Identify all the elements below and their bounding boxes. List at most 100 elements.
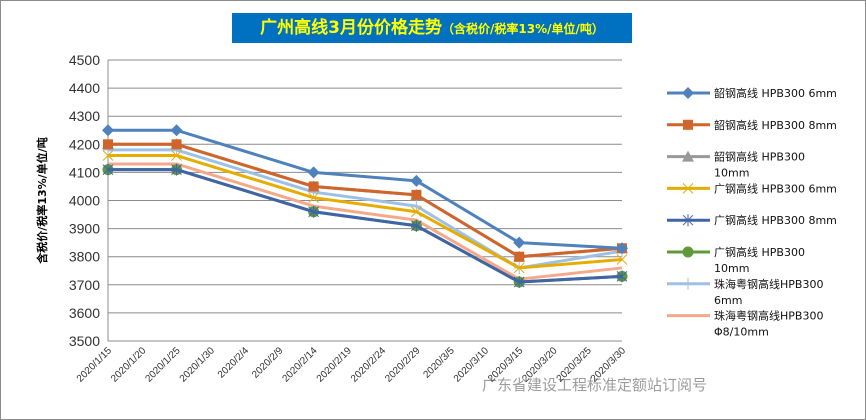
data-point — [513, 262, 525, 274]
legend-label: 10mm — [714, 167, 749, 180]
diamond-marker — [513, 236, 526, 249]
data-point — [513, 275, 525, 288]
x-tick-label: 2020/3/5 — [421, 345, 457, 381]
x-tick-label: 2020/1/20 — [109, 345, 149, 385]
y-tick-label: 3800 — [69, 249, 100, 265]
data-point — [616, 242, 628, 255]
legend-marker — [682, 214, 694, 227]
data-point — [411, 189, 422, 200]
diamond-marker — [307, 166, 320, 179]
legend-marker — [682, 150, 694, 162]
x-tick-label: 2020/2/19 — [315, 345, 355, 385]
diamond-marker — [170, 124, 183, 137]
data-point — [170, 124, 183, 137]
series-line-5 — [108, 168, 623, 284]
legend-label: Φ8/10mm — [714, 326, 769, 339]
data-point — [411, 219, 422, 232]
legend-item-5: 广钢高线 HPB300 8mm — [667, 213, 837, 227]
square-marker — [308, 181, 319, 192]
circle-marker — [682, 246, 694, 258]
series-line-4 — [108, 154, 623, 270]
data-point — [308, 205, 319, 218]
legend-item-1: 韶钢高线 HPB300 6mm — [667, 86, 837, 100]
y-axis-label: 含税价/税率13%/单位/吨 — [35, 137, 49, 264]
y-tick-label: 4500 — [69, 52, 100, 68]
y-tick-label: 4100 — [69, 164, 100, 180]
legend-label: 韶钢高线 HPB300 6mm — [714, 86, 837, 100]
legend-marker — [682, 87, 694, 99]
data-point — [102, 150, 114, 161]
square-marker — [683, 119, 693, 130]
data-point — [616, 270, 628, 283]
y-tick-label: 3600 — [69, 305, 100, 321]
chart-subtitle: （含税价/税率13%/单位/吨） — [441, 22, 604, 36]
y-tick-label: 4400 — [69, 80, 100, 96]
data-point — [102, 124, 114, 137]
series-line-8 — [108, 162, 623, 281]
x-marker — [616, 254, 628, 265]
y-tick-label: 4000 — [69, 193, 100, 209]
y-tick-label: 4200 — [69, 136, 100, 152]
legend-label: 10mm — [714, 262, 749, 275]
series-line-2 — [108, 142, 623, 259]
data-point — [102, 163, 114, 176]
x-tick-label: 2020/2/4 — [216, 345, 252, 381]
x-tick-label: 2020/2/9 — [250, 345, 286, 381]
data-point — [411, 200, 422, 213]
x-tick-label: 2020/2/29 — [383, 345, 423, 385]
x-marker — [171, 150, 182, 161]
data-point — [411, 206, 422, 218]
legend-item-8: 珠海粤钢高线HPB300 Φ8/10mm — [667, 309, 823, 339]
legend-label: 广钢高线 HPB300 6mm — [714, 181, 837, 195]
x-tick-label: 2020/1/15 — [75, 345, 115, 385]
data-point — [171, 139, 182, 150]
x-tick-label: 2020/2/14 — [280, 345, 320, 385]
data-point — [308, 192, 319, 204]
x-marker — [411, 206, 422, 218]
legend-label: 广钢高线 HPB300 8mm — [714, 213, 837, 227]
square-marker — [171, 139, 182, 150]
y-tick-label: 3500 — [69, 333, 100, 349]
y-tick-label: 3700 — [69, 277, 100, 293]
diamond-marker — [682, 87, 694, 99]
y-tick-label: 4300 — [69, 108, 100, 124]
data-point — [171, 150, 182, 161]
legend-marker — [683, 277, 693, 290]
square-marker — [411, 189, 422, 200]
x-tick-label: 2020/1/30 — [178, 345, 218, 385]
x-marker — [682, 183, 694, 194]
diamond-marker — [616, 242, 628, 255]
triangle-marker — [682, 150, 694, 162]
x-tick-label: 2020/2/24 — [349, 345, 389, 385]
legend-item-7: 珠海粤钢高线HPB300 6mm — [667, 277, 823, 307]
x-marker — [102, 150, 114, 161]
data-point — [410, 174, 423, 187]
legend-label: 韶钢高线 HPB300 8mm — [714, 118, 837, 132]
data-point — [171, 163, 182, 176]
legend-marker — [682, 246, 694, 258]
chart-title: 广州高线3月份价格走势 — [260, 18, 442, 38]
chart-title-box: 广州高线3月份价格走势（含税价/税率13%/单位/吨） — [232, 13, 632, 43]
data-point — [307, 166, 320, 179]
legend-label: 韶钢高线 HPB300 — [714, 150, 805, 164]
legend-item-3: 韶钢高线 HPB300 10mm — [667, 150, 805, 180]
legend-item-4: 广钢高线 HPB300 6mm — [667, 181, 837, 195]
legend-label: 广钢高线 HPB300 — [714, 245, 805, 259]
legend-item-2: 韶钢高线 HPB300 8mm — [667, 118, 837, 132]
x-tick-label: 2020/1/25 — [143, 345, 183, 385]
data-point — [616, 254, 628, 265]
data-point — [514, 251, 525, 262]
legend-label: 珠海粤钢高线HPB300 — [714, 277, 823, 291]
y-tick-label: 3900 — [69, 221, 100, 237]
data-point — [513, 236, 526, 249]
legend-item-6: 广钢高线 HPB300 10mm — [667, 245, 805, 275]
diamond-marker — [102, 124, 114, 137]
diamond-marker — [410, 174, 423, 187]
data-point — [103, 139, 113, 150]
legend-marker — [683, 119, 693, 130]
square-marker — [514, 251, 525, 262]
x-marker — [308, 192, 319, 204]
x-marker — [513, 262, 525, 274]
